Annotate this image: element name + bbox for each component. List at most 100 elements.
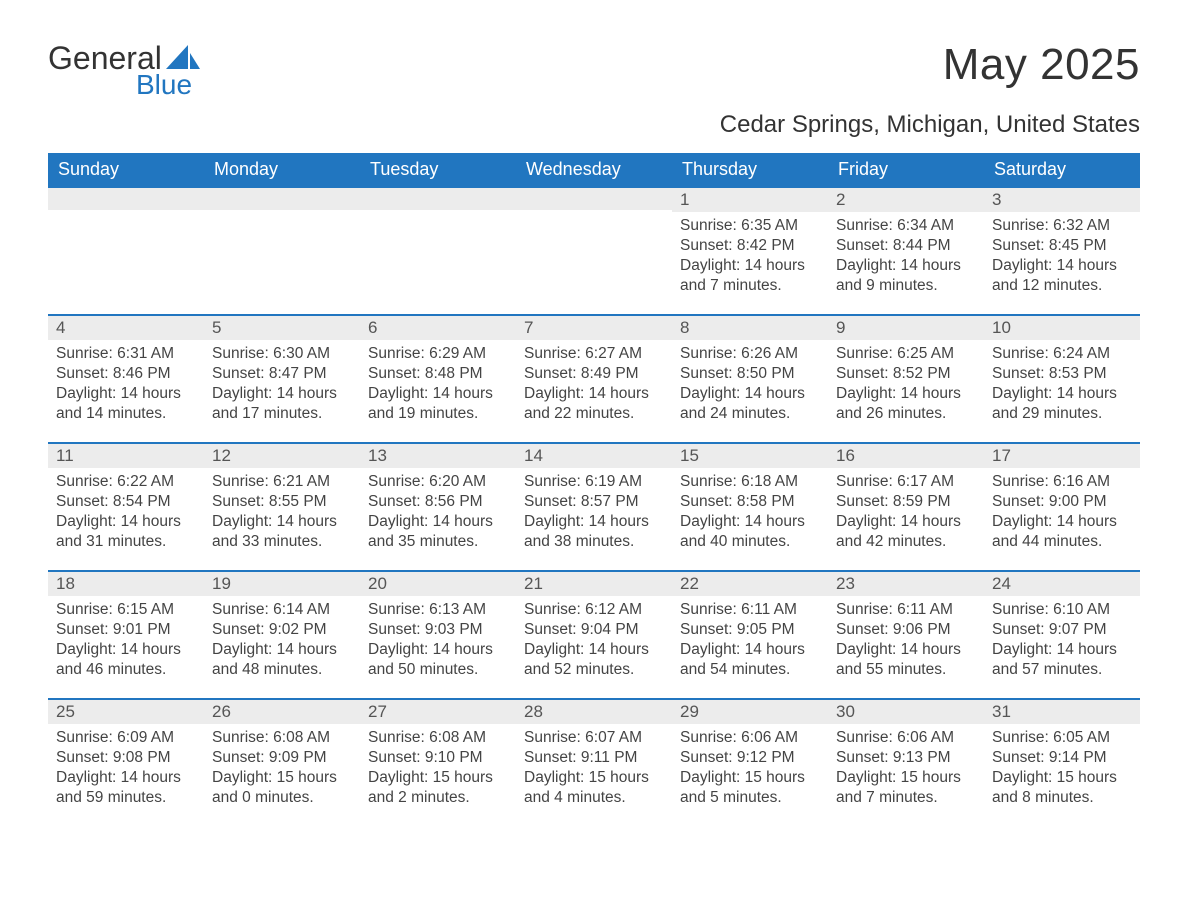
calendar-day-cell: 21Sunrise: 6:12 AMSunset: 9:04 PMDayligh… — [516, 571, 672, 699]
day-sunrise: Sunrise: 6:24 AM — [992, 344, 1132, 364]
day-details: Sunrise: 6:30 AMSunset: 8:47 PMDaylight:… — [204, 340, 360, 433]
day-details: Sunrise: 6:32 AMSunset: 8:45 PMDaylight:… — [984, 212, 1140, 305]
calendar-day-cell: 17Sunrise: 6:16 AMSunset: 9:00 PMDayligh… — [984, 443, 1140, 571]
day-daylight: Daylight: 14 hours and 14 minutes. — [56, 384, 196, 424]
day-details: Sunrise: 6:05 AMSunset: 9:14 PMDaylight:… — [984, 724, 1140, 817]
calendar-day-cell: 10Sunrise: 6:24 AMSunset: 8:53 PMDayligh… — [984, 315, 1140, 443]
day-daylight: Daylight: 15 hours and 0 minutes. — [212, 768, 352, 808]
day-sunrise: Sunrise: 6:17 AM — [836, 472, 976, 492]
day-sunrise: Sunrise: 6:19 AM — [524, 472, 664, 492]
day-sunrise: Sunrise: 6:10 AM — [992, 600, 1132, 620]
day-daylight: Daylight: 14 hours and 33 minutes. — [212, 512, 352, 552]
day-sunset: Sunset: 8:42 PM — [680, 236, 820, 256]
day-sunset: Sunset: 8:55 PM — [212, 492, 352, 512]
calendar-day-cell: 7Sunrise: 6:27 AMSunset: 8:49 PMDaylight… — [516, 315, 672, 443]
day-sunset: Sunset: 8:44 PM — [836, 236, 976, 256]
day-daylight: Daylight: 14 hours and 9 minutes. — [836, 256, 976, 296]
day-sunset: Sunset: 9:13 PM — [836, 748, 976, 768]
day-number: 4 — [48, 316, 204, 340]
day-sunset: Sunset: 9:03 PM — [368, 620, 508, 640]
day-details: Sunrise: 6:26 AMSunset: 8:50 PMDaylight:… — [672, 340, 828, 433]
day-details: Sunrise: 6:22 AMSunset: 8:54 PMDaylight:… — [48, 468, 204, 561]
day-details: Sunrise: 6:06 AMSunset: 9:12 PMDaylight:… — [672, 724, 828, 817]
calendar-day-cell: 29Sunrise: 6:06 AMSunset: 9:12 PMDayligh… — [672, 699, 828, 827]
day-number: 10 — [984, 316, 1140, 340]
calendar-body: 1Sunrise: 6:35 AMSunset: 8:42 PMDaylight… — [48, 187, 1140, 827]
day-details: Sunrise: 6:15 AMSunset: 9:01 PMDaylight:… — [48, 596, 204, 689]
day-details — [360, 210, 516, 222]
day-daylight: Daylight: 14 hours and 54 minutes. — [680, 640, 820, 680]
day-number: 17 — [984, 444, 1140, 468]
day-daylight: Daylight: 14 hours and 42 minutes. — [836, 512, 976, 552]
day-daylight: Daylight: 14 hours and 12 minutes. — [992, 256, 1132, 296]
day-sunrise: Sunrise: 6:06 AM — [836, 728, 976, 748]
day-daylight: Daylight: 14 hours and 24 minutes. — [680, 384, 820, 424]
weekday-header: Sunday — [48, 153, 204, 187]
day-sunset: Sunset: 8:56 PM — [368, 492, 508, 512]
calendar-day-cell: 9Sunrise: 6:25 AMSunset: 8:52 PMDaylight… — [828, 315, 984, 443]
day-details: Sunrise: 6:34 AMSunset: 8:44 PMDaylight:… — [828, 212, 984, 305]
day-daylight: Daylight: 14 hours and 46 minutes. — [56, 640, 196, 680]
day-number — [48, 188, 204, 210]
month-title: May 2025 — [943, 40, 1140, 90]
day-sunrise: Sunrise: 6:05 AM — [992, 728, 1132, 748]
day-sunset: Sunset: 9:05 PM — [680, 620, 820, 640]
day-daylight: Daylight: 14 hours and 50 minutes. — [368, 640, 508, 680]
day-sunset: Sunset: 8:50 PM — [680, 364, 820, 384]
day-details: Sunrise: 6:06 AMSunset: 9:13 PMDaylight:… — [828, 724, 984, 817]
calendar-day-cell: 27Sunrise: 6:08 AMSunset: 9:10 PMDayligh… — [360, 699, 516, 827]
day-daylight: Daylight: 14 hours and 31 minutes. — [56, 512, 196, 552]
day-sunset: Sunset: 9:08 PM — [56, 748, 196, 768]
calendar-day-cell: 24Sunrise: 6:10 AMSunset: 9:07 PMDayligh… — [984, 571, 1140, 699]
calendar-day-cell: 6Sunrise: 6:29 AMSunset: 8:48 PMDaylight… — [360, 315, 516, 443]
calendar-day-cell: 14Sunrise: 6:19 AMSunset: 8:57 PMDayligh… — [516, 443, 672, 571]
day-number: 15 — [672, 444, 828, 468]
day-sunset: Sunset: 9:04 PM — [524, 620, 664, 640]
calendar-week-row: 1Sunrise: 6:35 AMSunset: 8:42 PMDaylight… — [48, 187, 1140, 315]
day-sunset: Sunset: 8:48 PM — [368, 364, 508, 384]
day-number: 19 — [204, 572, 360, 596]
calendar-day-cell: 1Sunrise: 6:35 AMSunset: 8:42 PMDaylight… — [672, 187, 828, 315]
day-number: 22 — [672, 572, 828, 596]
calendar-day-cell: 3Sunrise: 6:32 AMSunset: 8:45 PMDaylight… — [984, 187, 1140, 315]
day-details: Sunrise: 6:09 AMSunset: 9:08 PMDaylight:… — [48, 724, 204, 817]
day-details: Sunrise: 6:29 AMSunset: 8:48 PMDaylight:… — [360, 340, 516, 433]
day-sunrise: Sunrise: 6:30 AM — [212, 344, 352, 364]
day-sunset: Sunset: 9:00 PM — [992, 492, 1132, 512]
day-sunrise: Sunrise: 6:22 AM — [56, 472, 196, 492]
calendar-week-row: 4Sunrise: 6:31 AMSunset: 8:46 PMDaylight… — [48, 315, 1140, 443]
day-daylight: Daylight: 14 hours and 59 minutes. — [56, 768, 196, 808]
day-sunrise: Sunrise: 6:11 AM — [680, 600, 820, 620]
day-daylight: Daylight: 14 hours and 48 minutes. — [212, 640, 352, 680]
day-details: Sunrise: 6:14 AMSunset: 9:02 PMDaylight:… — [204, 596, 360, 689]
day-sunset: Sunset: 9:09 PM — [212, 748, 352, 768]
day-sunrise: Sunrise: 6:13 AM — [368, 600, 508, 620]
weekday-header: Tuesday — [360, 153, 516, 187]
calendar-week-row: 25Sunrise: 6:09 AMSunset: 9:08 PMDayligh… — [48, 699, 1140, 827]
calendar-day-cell: 18Sunrise: 6:15 AMSunset: 9:01 PMDayligh… — [48, 571, 204, 699]
calendar-day-cell: 15Sunrise: 6:18 AMSunset: 8:58 PMDayligh… — [672, 443, 828, 571]
weekday-header: Wednesday — [516, 153, 672, 187]
calendar-day-cell: 30Sunrise: 6:06 AMSunset: 9:13 PMDayligh… — [828, 699, 984, 827]
calendar-day-cell — [360, 187, 516, 315]
day-number — [204, 188, 360, 210]
calendar-day-cell: 5Sunrise: 6:30 AMSunset: 8:47 PMDaylight… — [204, 315, 360, 443]
day-number: 30 — [828, 700, 984, 724]
day-details: Sunrise: 6:25 AMSunset: 8:52 PMDaylight:… — [828, 340, 984, 433]
day-sunrise: Sunrise: 6:11 AM — [836, 600, 976, 620]
calendar-day-cell: 13Sunrise: 6:20 AMSunset: 8:56 PMDayligh… — [360, 443, 516, 571]
day-daylight: Daylight: 15 hours and 2 minutes. — [368, 768, 508, 808]
day-number — [516, 188, 672, 210]
day-number: 13 — [360, 444, 516, 468]
day-number: 5 — [204, 316, 360, 340]
day-sunset: Sunset: 9:11 PM — [524, 748, 664, 768]
day-number: 9 — [828, 316, 984, 340]
day-sunrise: Sunrise: 6:18 AM — [680, 472, 820, 492]
day-sunrise: Sunrise: 6:34 AM — [836, 216, 976, 236]
day-details: Sunrise: 6:31 AMSunset: 8:46 PMDaylight:… — [48, 340, 204, 433]
location-subtitle: Cedar Springs, Michigan, United States — [48, 111, 1140, 139]
day-sunrise: Sunrise: 6:25 AM — [836, 344, 976, 364]
day-sunrise: Sunrise: 6:12 AM — [524, 600, 664, 620]
day-daylight: Daylight: 15 hours and 5 minutes. — [680, 768, 820, 808]
day-sunrise: Sunrise: 6:21 AM — [212, 472, 352, 492]
